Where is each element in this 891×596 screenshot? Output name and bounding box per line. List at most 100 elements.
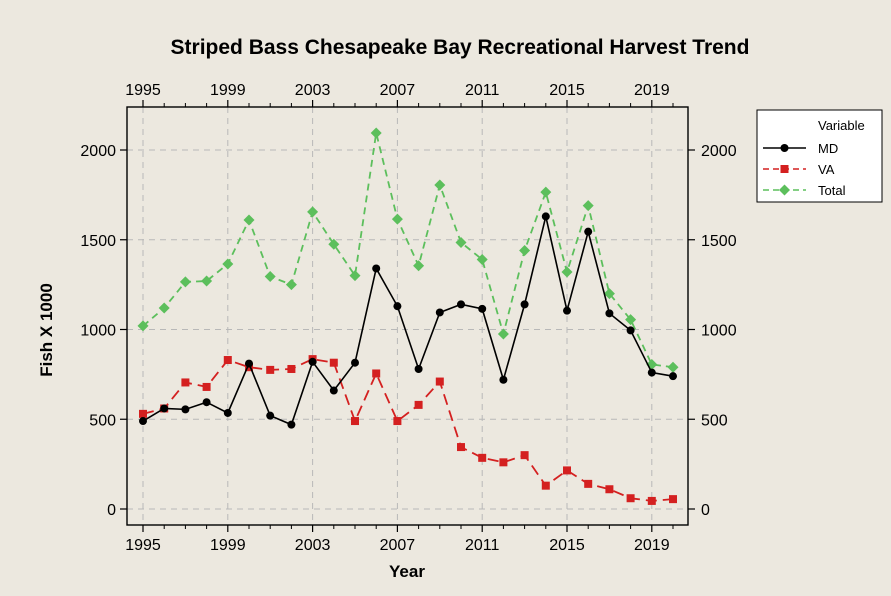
series-md	[139, 212, 677, 429]
plot-frame	[126, 106, 689, 526]
data-point-va	[414, 400, 423, 409]
y-tick-label-left: 500	[89, 412, 116, 429]
y-tick-label-right: 0	[701, 502, 710, 519]
data-point-total	[434, 179, 446, 191]
y-tick-label-right: 1500	[701, 233, 737, 250]
y-tick-label-left: 1000	[80, 323, 116, 340]
data-point-total	[349, 270, 361, 282]
y-tick-label-left: 0	[107, 502, 116, 519]
data-point-total	[540, 186, 552, 198]
series-line-md	[142, 216, 674, 426]
data-point-md	[647, 368, 656, 377]
legend-item-va: VA	[763, 162, 835, 177]
data-point-va	[393, 417, 402, 426]
data-point-total	[158, 302, 170, 314]
x-tick-label-bottom: 2015	[549, 537, 585, 554]
x-tick-label-bottom: 2019	[634, 537, 670, 554]
data-point-total	[497, 328, 509, 340]
data-point-md	[499, 375, 508, 384]
data-point-md	[139, 417, 147, 426]
y-tick-label-right: 1000	[701, 323, 737, 340]
axes: 1995 1995 1999 1999 2003 2003 2007 2007 2011 2011…	[80, 82, 736, 554]
data-point-md	[541, 212, 550, 221]
data-point-md	[584, 227, 593, 236]
data-point-total	[625, 314, 637, 326]
data-point-va	[351, 417, 359, 426]
legend: Variable MD VA Total	[756, 109, 883, 203]
legend-item-md: MD	[763, 141, 838, 156]
legend-swatch-marker-md	[780, 144, 789, 152]
legend-item-total: Total	[763, 183, 846, 198]
data-point-va	[605, 485, 614, 494]
data-point-md	[435, 308, 444, 317]
data-point-va	[266, 365, 275, 374]
data-point-md	[520, 300, 529, 309]
x-tick-label-bottom: 2007	[380, 537, 416, 554]
data-point-total	[603, 288, 615, 300]
data-point-va	[669, 495, 677, 504]
x-tick-label-top: 2007	[380, 82, 416, 99]
data-point-total	[476, 253, 488, 265]
data-point-md	[372, 264, 381, 273]
y-axis-title: Fish X 1000	[37, 283, 56, 377]
x-tick-label-top: 1999	[210, 82, 246, 99]
x-tick-label-top: 2019	[634, 82, 670, 99]
data-point-va	[563, 466, 571, 475]
legend-label-md: MD	[818, 141, 838, 156]
legend-label-total: Total	[818, 183, 846, 198]
data-point-total	[307, 206, 319, 218]
data-point-md	[329, 386, 338, 395]
data-point-va	[626, 494, 635, 503]
x-tick-label-top: 1995	[125, 82, 161, 99]
data-point-total	[222, 258, 234, 270]
y-tick-label-right: 2000	[701, 143, 737, 160]
data-point-va	[457, 443, 465, 452]
data-point-md	[181, 405, 190, 414]
data-point-va	[139, 409, 147, 418]
data-point-md	[160, 404, 169, 413]
data-point-total	[391, 213, 403, 225]
legend-box	[756, 109, 883, 203]
data-point-md	[351, 358, 359, 367]
data-point-va	[202, 382, 211, 391]
data-point-va	[499, 458, 508, 467]
data-point-md	[223, 408, 232, 417]
data-point-va	[181, 378, 190, 387]
data-point-md	[626, 326, 635, 335]
data-point-total	[455, 236, 467, 248]
data-point-va	[647, 496, 656, 505]
data-point-md	[393, 302, 402, 311]
plot-background	[127, 107, 688, 525]
data-point-md	[245, 359, 253, 368]
data-point-total	[285, 279, 297, 291]
data-point-va	[223, 356, 232, 365]
data-point-total	[328, 238, 340, 250]
legend-items: MD VA Total	[763, 141, 846, 198]
data-point-va	[435, 377, 444, 386]
data-point-total	[179, 276, 191, 288]
data-point-total	[413, 260, 425, 272]
data-point-total	[561, 266, 573, 278]
data-point-total	[667, 361, 679, 373]
data-point-va	[584, 479, 593, 488]
data-point-md	[457, 300, 465, 309]
series-layer	[137, 127, 679, 505]
data-point-va	[329, 358, 338, 367]
data-point-va	[520, 451, 529, 460]
x-tick-label-bottom: 2011	[465, 537, 500, 554]
y-tick-label-right: 500	[701, 412, 728, 429]
plot-area	[126, 106, 689, 526]
data-point-md	[563, 306, 571, 315]
x-tick-label-bottom: 1995	[125, 537, 161, 554]
x-axis-title: Year	[389, 562, 425, 581]
data-point-total	[519, 245, 531, 257]
x-tick-label-bottom: 1999	[210, 537, 246, 554]
x-tick-label-top: 2003	[295, 82, 331, 99]
data-point-va	[478, 453, 487, 462]
data-point-total	[243, 214, 255, 226]
legend-swatch-marker-total	[779, 184, 790, 196]
x-tick-label-top: 2011	[465, 82, 500, 99]
data-point-md	[202, 398, 211, 407]
data-point-va	[372, 369, 381, 378]
